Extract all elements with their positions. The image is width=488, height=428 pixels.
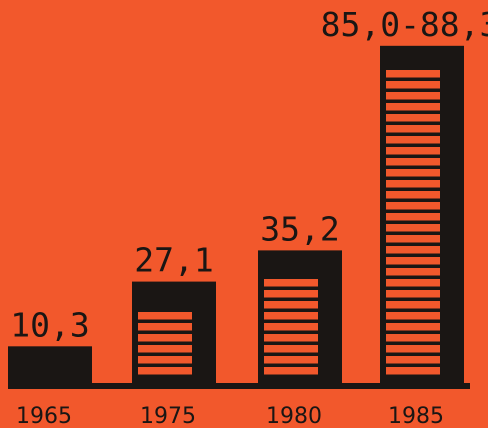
bar-stripe (386, 224, 440, 232)
value-label-1965: 10,3 (10, 305, 89, 344)
bar-stripe (386, 180, 440, 188)
bar-stripe (386, 235, 440, 243)
bar-stripe (264, 345, 318, 353)
bar-stripe (264, 334, 318, 342)
bar-stripe (386, 114, 440, 122)
bar-stripe (386, 345, 440, 353)
bar-stripe (264, 312, 318, 320)
bar-stripe (386, 268, 440, 276)
bar-stripe (386, 92, 440, 100)
bar-stripe (264, 367, 318, 375)
bar-stripe (386, 202, 440, 210)
bar-stripe (386, 323, 440, 331)
bar-stripe (386, 301, 440, 309)
bar-stripe (386, 367, 440, 375)
value-label-1975: 27,1 (134, 241, 213, 280)
value-label-1980: 35,2 (260, 209, 339, 248)
bar-hatching-1975 (138, 312, 192, 375)
bar-stripe (264, 279, 318, 287)
bar-stripe (264, 290, 318, 298)
bar-stripe (386, 125, 440, 133)
bar-stripe (138, 367, 192, 375)
bar-stripe (138, 345, 192, 353)
bar-stripe (386, 279, 440, 287)
bar-hatching-1980 (264, 279, 318, 375)
bar-stripe (386, 257, 440, 265)
x-tick-label-1975: 1975 (140, 404, 196, 428)
bar-stripe (386, 169, 440, 177)
bar-stripe (138, 312, 192, 320)
bars-layer (8, 45, 464, 387)
bar-stripe (386, 136, 440, 144)
bar-stripe (386, 70, 440, 78)
bar-stripe (264, 323, 318, 331)
x-tick-label-1985: 1985 (388, 404, 444, 428)
bar-1965 (8, 346, 92, 386)
bar-stripe (386, 81, 440, 89)
bar-stripe (138, 334, 192, 342)
value-label-1985: 85,0-88,3 (321, 5, 488, 44)
bar-stripe (386, 356, 440, 364)
bar-stripe (386, 290, 440, 298)
labels-layer: 10,3 1965 27,1 1975 35,2 1980 85,0-88,3 1985 (10, 5, 488, 428)
bar-hatching-1985 (386, 70, 440, 375)
bar-stripe (264, 301, 318, 309)
bar-stripe (264, 356, 318, 364)
bar-stripe (386, 312, 440, 320)
bar-stripe (386, 103, 440, 111)
bar-stripe (138, 356, 192, 364)
bar-stripe (386, 246, 440, 254)
bar-stripe (386, 158, 440, 166)
bar-stripe (386, 191, 440, 199)
x-tick-label-1980: 1980 (266, 404, 322, 428)
bar-stripe (138, 323, 192, 331)
bar-stripe (386, 147, 440, 155)
x-tick-label-1965: 1965 (16, 404, 72, 428)
bar-stripe (386, 334, 440, 342)
bar-stripe (386, 213, 440, 221)
